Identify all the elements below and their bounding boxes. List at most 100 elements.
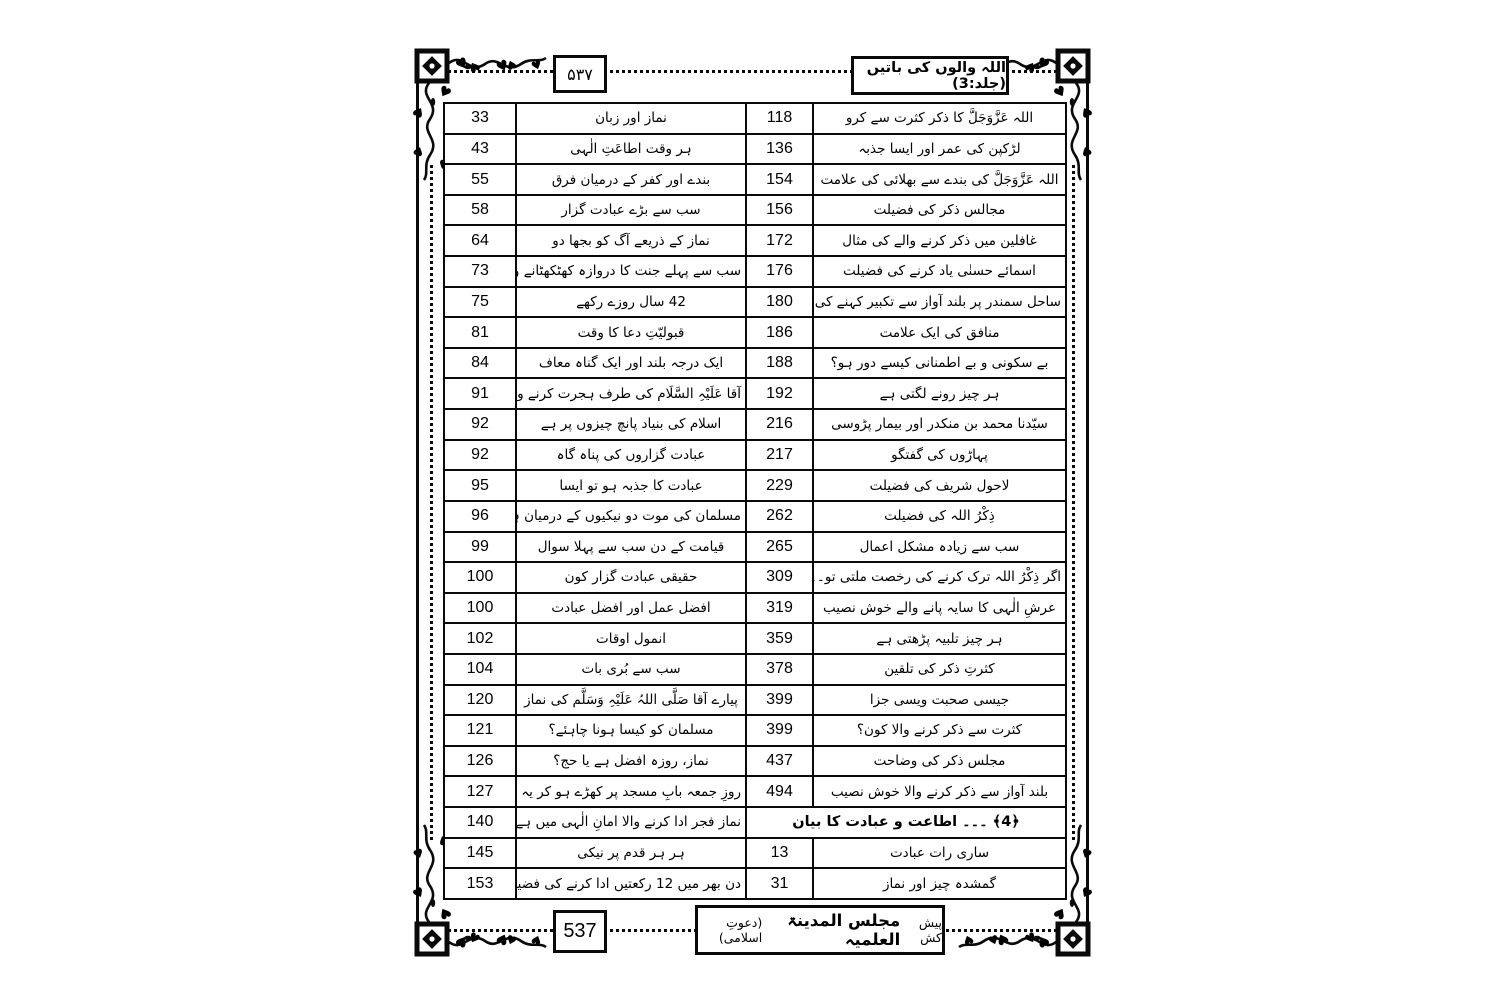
toc-entry-page-number: 176 <box>745 255 814 288</box>
border-left-dotted-line <box>430 165 433 840</box>
toc-entry-title: عبادت گزاروں کی پناہ گاہ <box>515 438 747 472</box>
toc-row: 96 مسلمان کی موت دو نیکیوں کے درمیان ہوت… <box>443 499 1067 533</box>
toc-entry-title: اللہ عَزَّوَجَلَّ کا ذکر کثرت سے کرو <box>812 102 1067 135</box>
toc-entry-title: بے سکونی و بے اطمنانی کیسے دور ہو؟ <box>812 346 1067 380</box>
footer-page-number-box: 537 <box>553 910 607 953</box>
toc-row: 84 ایک درجہ بلند اور ایک گناہ معاف 188 ب… <box>443 346 1067 380</box>
toc-entry-title: غافلین میں ذکر کرنے والے کی مثال <box>812 224 1067 258</box>
toc-entry-title: قیامت کے دن سب سے پہلا سوال <box>515 530 747 564</box>
toc-entry-title: اللہ عَزَّوَجَلَّ کی بندے سے بھلائی کی ع… <box>812 163 1067 196</box>
toc-row: 145 ہر ہر قدم پر نیکی 13 ساری رات عبادت <box>443 836 1067 870</box>
toc-entry-title: سب سے بڑے عبادت گزار <box>515 193 747 227</box>
toc-entry-title: مجالس ذکر کی فضیلت <box>812 193 1067 227</box>
toc-entry-page-number: 13 <box>745 836 814 870</box>
toc-entry-page-number: 359 <box>745 622 814 655</box>
toc-entry-title: کثرتِ ذکر کی تلقین <box>812 652 1067 686</box>
toc-entry-page-number: 92 <box>443 438 517 472</box>
toc-row: 104 سب سے بُری بات 378 کثرتِ ذکر کی تلقی… <box>443 652 1067 686</box>
toc-row: 91 آقا عَلَیْہِ السَّلَام کی طرف ہجرت کر… <box>443 377 1067 411</box>
border-right-solid-line <box>1086 79 1089 926</box>
toc-entry-page-number: 100 <box>443 561 517 594</box>
toc-entry-title: قبولیّتِ دعا کا وقت <box>515 316 747 349</box>
toc-entry-page-number: 494 <box>745 775 814 809</box>
toc-row: 43 ہر وقت اطاعَتِ الٰہی 136 لڑکپن کی عمر… <box>443 132 1067 166</box>
toc-entry-title: 42 سال روزے رکھے <box>515 285 747 319</box>
toc-entry-page-number: 265 <box>745 530 814 564</box>
toc-entry-title: مسلمان کی موت دو نیکیوں کے درمیان ہوتی ہ… <box>515 499 747 533</box>
border-top-dotted-line <box>441 70 1064 73</box>
publisher-suffix: (دعوتِ اسلامی) <box>718 915 763 945</box>
toc-entry-title: انمول اوقات <box>515 622 747 655</box>
toc-row: 95 عبادت کا جذبہ ہو تو ایسا 229 لاحول شر… <box>443 469 1067 502</box>
toc-entry-page-number: 172 <box>745 224 814 258</box>
toc-row: 64 نماز کے ذریعے آگ کو بجھا دو 172 غافلی… <box>443 224 1067 258</box>
toc-entry-title: روزِ جمعہ بابِ مسجد پر کھڑے ہو کر یہ دعا… <box>515 775 747 809</box>
toc-entry-page-number: 180 <box>745 285 814 319</box>
toc-entry-page-number: 217 <box>745 438 814 472</box>
toc-entry-page-number: 84 <box>443 346 517 380</box>
toc-row-section: 140 نماز فجر ادا کرنے والا امانِ الٰہی م… <box>443 806 1067 839</box>
footer-page-number: 537 <box>563 920 597 942</box>
toc-entry-page-number: 91 <box>443 377 517 411</box>
toc-entry-page-number: 216 <box>745 408 814 441</box>
toc-entry-page-number: 81 <box>443 316 517 349</box>
toc-entry-title: ہر وقت اطاعَتِ الٰہی <box>515 132 747 166</box>
toc-entry-title: گمشدہ چیز اور نماز <box>812 867 1067 900</box>
toc-entry-page-number: 121 <box>443 714 517 747</box>
toc-entry-page-number: 127 <box>443 775 517 809</box>
toc-entry-page-number: 99 <box>443 530 517 564</box>
toc-entry-title: ساحل سمندر پر بلند آواز سے تکبیر کہنے کی… <box>812 285 1067 319</box>
section-heading: ﴿4﴾ ۔۔۔ اطاعت و عبادت کا بیان <box>745 806 1067 839</box>
toc-entry-page-number: 145 <box>443 836 517 870</box>
toc-entry-title: اسلام کی بنیاد پانچ چیزوں پر ہے <box>515 408 747 441</box>
toc-entry-title: ہر ہر قدم پر نیکی <box>515 836 747 870</box>
toc-entry-title: مسلمان کو کیسا ہونا چاہئے؟ <box>515 714 747 747</box>
toc-entry-title: نماز اور زبان <box>515 102 747 135</box>
toc-entry-page-number: 399 <box>745 714 814 747</box>
publisher-box: پیش کش مجلس المدینۃ العلمیہ (دعوتِ اسلام… <box>695 905 945 955</box>
publisher-prefix: پیش کش <box>918 915 942 945</box>
toc-row: 33 نماز اور زبان 118 اللہ عَزَّوَجَلَّ ک… <box>443 102 1067 135</box>
toc-entry-page-number: 154 <box>745 163 814 196</box>
toc-entry-title: دن بھر میں 12 رکعتیں ادا کرنے کی فضیلت <box>515 867 747 900</box>
toc-entry-title: نماز، روزہ افضل ہے یا حج؟ <box>515 744 747 778</box>
toc-entry-title: بندے اور کفر کے درمیان فرق <box>515 163 747 196</box>
toc-row: 121 مسلمان کو کیسا ہونا چاہئے؟ 399 کثرت … <box>443 714 1067 747</box>
toc-row: 153 دن بھر میں 12 رکعتیں ادا کرنے کی فضی… <box>443 867 1067 900</box>
toc-entry-page-number: 126 <box>443 744 517 778</box>
toc-entry-title: کثرت سے ذکر کرنے والا کون؟ <box>812 714 1067 747</box>
toc-entry-page-number: 58 <box>443 193 517 227</box>
toc-row: 99 قیامت کے دن سب سے پہلا سوال 265 سب سے… <box>443 530 1067 564</box>
toc-entry-page-number: 102 <box>443 622 517 655</box>
toc-entry-page-number: 64 <box>443 224 517 258</box>
toc-entry-title: عبادت کا جذبہ ہو تو ایسا <box>515 469 747 502</box>
toc-entry-page-number: 156 <box>745 193 814 227</box>
toc-entry-title: پہاڑوں کی گفتگو <box>812 438 1067 472</box>
toc-entry-title: آقا عَلَیْہِ السَّلَام کی طرف ہجرت کرنے … <box>515 377 747 411</box>
toc-row: 126 نماز، روزہ افضل ہے یا حج؟ 437 مجلس ذ… <box>443 744 1067 778</box>
toc-entry-page-number: 309 <box>745 561 814 594</box>
toc-entry-page-number: 192 <box>745 377 814 411</box>
toc-entry-page-number: 75 <box>443 285 517 319</box>
toc-entry-page-number: 33 <box>443 102 517 135</box>
toc-row: 100 حقیقی عبادت گزار کون 309 اگر ذِکْرُ … <box>443 561 1067 594</box>
border-right-dotted-line <box>1072 165 1075 840</box>
toc-entry-page-number: 140 <box>443 806 517 839</box>
publisher-name: مجلس المدینۃ العلمیہ <box>787 911 901 949</box>
toc-entry-page-number: 229 <box>745 469 814 502</box>
toc-row: 55 بندے اور کفر کے درمیان فرق 154 اللہ ع… <box>443 163 1067 196</box>
toc-entry-title: سب سے زیادہ مشکل اعمال <box>812 530 1067 564</box>
toc-entry-title: افضل عمل اور افضل عبادت <box>515 591 747 625</box>
ornamental-frame: ♥ ♥ ♥ ♥ ♥ ♥ ♥ ♥ ♥ ♥ ۵۳۷ <box>415 55 1090 950</box>
toc-entry-page-number: 73 <box>443 255 517 288</box>
toc-entry-page-number: 136 <box>745 132 814 166</box>
toc-entry-title: اسمائے حسنٰی یاد کرنے کی فضیلت <box>812 255 1067 288</box>
toc-entry-page-number: 437 <box>745 744 814 778</box>
toc-entry-page-number: 31 <box>745 867 814 900</box>
toc-entry-title: سب سے بُری بات <box>515 652 747 686</box>
toc-entry-page-number: 104 <box>443 652 517 686</box>
header-page-number: ۵۳۷ <box>567 64 593 84</box>
toc-entry-title: سب سے پہلے جنت کا دروازہ کھٹکھٹانے والا <box>515 255 747 288</box>
toc-entry-title: ایک درجہ بلند اور ایک گناہ معاف <box>515 346 747 380</box>
